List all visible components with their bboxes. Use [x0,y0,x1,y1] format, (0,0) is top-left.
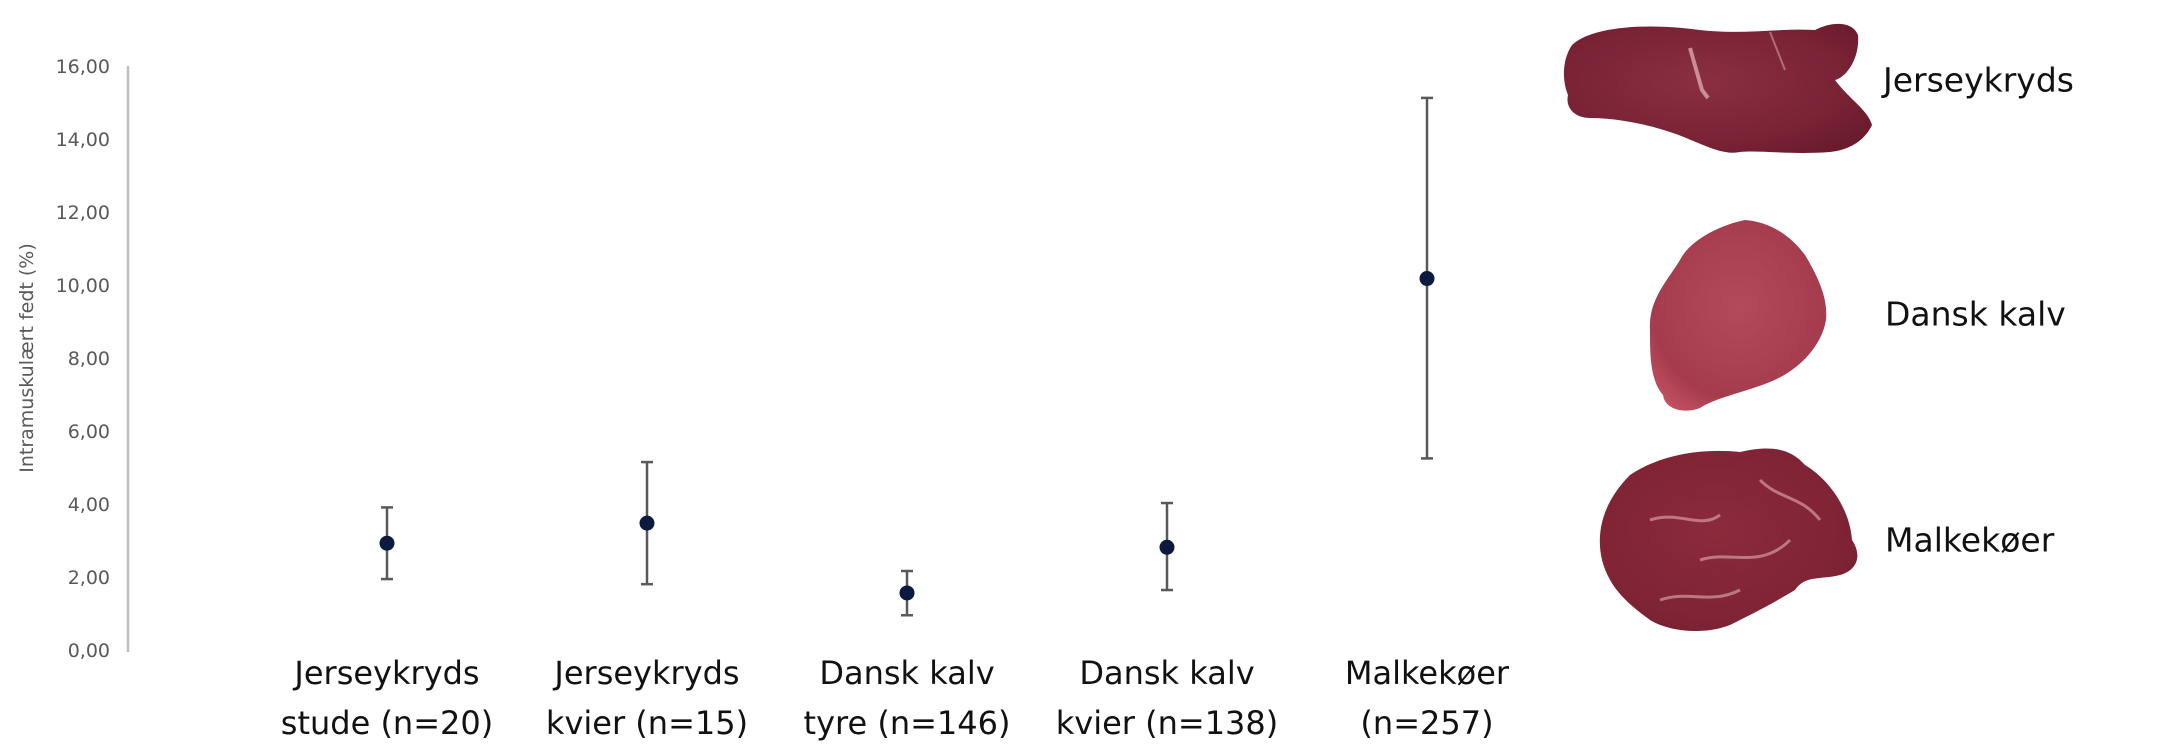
x-category-label: Dansk kalv kvier (n=138) [1056,654,1279,742]
y-axis-title: Intramuskulært fedt (%) [16,243,38,473]
data-point [1159,501,1175,592]
side-label-jerseykryds: Jerseykryds [1883,60,2074,100]
data-point [899,569,915,617]
y-tick: 16,00 [56,56,110,78]
y-axis-ticks: 0,00 2,00 4,00 6,00 8,00 10,00 12,00 14,… [56,56,110,662]
data-point [639,460,655,586]
data-point [379,506,395,581]
x-category-label: Dansk kalv tyre (n=146) [804,654,1011,742]
x-axis-categories: Jerseykryds stude (n=20) Jerseykryds kvier… [281,654,1510,742]
steak-image-dansk-kalv [1649,220,1827,411]
x-category-label: Malkekøer (n=257) [1345,654,1510,742]
mean-marker [639,515,655,531]
x-category-label: Jerseykryds kvier (n=15) [546,654,748,742]
steak-image-malkekoer [1599,448,1858,632]
mean-marker [1159,539,1175,555]
y-tick: 8,00 [68,348,110,370]
side-label-dansk-kalv: Dansk kalv [1885,294,2066,334]
y-tick: 0,00 [68,640,110,662]
y-tick: 10,00 [56,275,110,297]
steak-image-jerseykryds [1563,23,1872,153]
data-points [379,96,1435,617]
mean-marker [379,535,395,551]
mean-marker [1419,271,1435,287]
y-tick: 14,00 [56,129,110,151]
y-tick: 6,00 [68,421,110,443]
y-tick: 2,00 [68,567,110,589]
side-label-malkekoer: Malkekøer [1885,520,2055,560]
mean-marker [899,585,915,601]
y-tick: 12,00 [56,202,110,224]
y-tick: 4,00 [68,494,110,516]
data-point [1419,96,1435,460]
x-category-label: Jerseykryds stude (n=20) [281,654,493,742]
